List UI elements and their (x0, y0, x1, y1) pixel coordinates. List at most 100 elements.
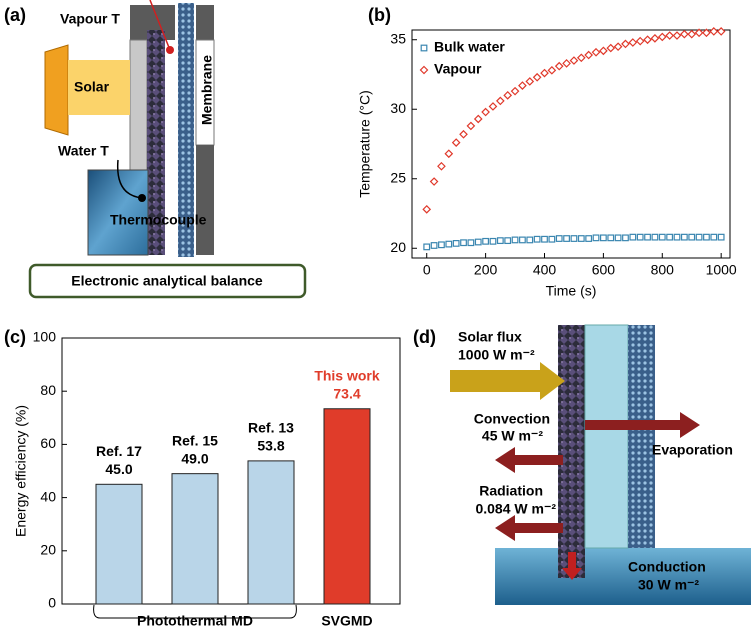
point (430, 242, 438, 249)
point (511, 236, 519, 244)
point (576, 53, 586, 63)
point (466, 121, 476, 131)
y-tick-label: 30 (390, 100, 406, 116)
point (635, 36, 645, 46)
point (680, 29, 689, 39)
membrane (178, 3, 194, 257)
y-tick-label: 20 (390, 239, 406, 255)
frame (196, 5, 214, 40)
point (554, 61, 564, 71)
x-tick-label: 600 (592, 262, 616, 278)
point (541, 235, 548, 243)
value-label: 49.0 (181, 450, 208, 466)
point (547, 65, 557, 75)
y-tick-label: 80 (40, 382, 56, 398)
legend-marker (420, 44, 428, 52)
point (525, 77, 535, 86)
arrow (495, 515, 563, 541)
point (562, 59, 571, 68)
point (429, 177, 439, 186)
point (422, 204, 432, 214)
category-label: Ref. 13 (248, 420, 294, 436)
point (651, 233, 659, 241)
point (488, 102, 498, 111)
point (658, 233, 666, 241)
absorber (558, 325, 585, 578)
point (445, 240, 453, 248)
point (503, 90, 513, 100)
point (644, 233, 651, 241)
point (614, 234, 622, 242)
label: Electronic analytical balance (71, 273, 263, 289)
point (710, 233, 718, 241)
legend-label: Vapour (434, 61, 482, 77)
point (474, 238, 482, 246)
point (438, 241, 445, 249)
point (585, 235, 593, 242)
label: Conduction (628, 559, 706, 575)
panel-label: (a) (4, 5, 26, 25)
point (657, 32, 667, 42)
y-tick-label: 35 (390, 30, 406, 46)
y-tick-label: 20 (40, 542, 56, 558)
point (688, 233, 696, 241)
point (717, 233, 725, 241)
category-label: This work (314, 367, 380, 383)
point (599, 234, 607, 242)
point (563, 235, 570, 242)
point (709, 27, 719, 36)
arrow (495, 447, 563, 473)
absorber (147, 30, 165, 255)
frame (196, 145, 214, 255)
point (570, 235, 578, 242)
y-tick-label: 25 (390, 169, 406, 185)
plot-frame (61, 337, 401, 605)
point (665, 31, 674, 40)
point (672, 31, 682, 40)
point (467, 239, 475, 247)
panel-label: (d) (413, 327, 436, 347)
point (680, 233, 688, 241)
point (569, 56, 579, 65)
legend-marker (419, 65, 429, 75)
sensor (166, 46, 174, 54)
y-tick-label: 60 (40, 435, 56, 451)
point (702, 28, 711, 38)
label: Solar (74, 79, 110, 95)
label: Solar flux (458, 329, 522, 345)
point (650, 33, 660, 43)
point (437, 161, 446, 171)
x-tick-label: 400 (533, 262, 557, 278)
point (526, 236, 534, 244)
group-label: SVGMD (321, 613, 372, 629)
point (504, 237, 512, 245)
beam (68, 60, 130, 115)
x-tick-label: 0 (423, 262, 431, 278)
plot-frame (411, 29, 731, 259)
point (452, 240, 460, 247)
x-tick-label: 200 (474, 262, 498, 278)
point (591, 47, 601, 57)
bar (323, 408, 371, 605)
sensor (138, 194, 146, 202)
label: Membrane (199, 55, 215, 125)
value-label: 73.4 (333, 385, 360, 401)
point (489, 237, 497, 245)
panel-d: (d) Solar flux 1000 W m⁻² Convection 45 … (413, 324, 751, 605)
point (532, 72, 542, 82)
point (606, 43, 616, 53)
point (629, 233, 637, 241)
value-label: 53.8 (257, 438, 284, 454)
point (695, 233, 703, 241)
label: Water T (58, 143, 109, 159)
point (518, 81, 527, 90)
label: 45 W m⁻² (482, 428, 543, 444)
point (673, 233, 681, 241)
point (451, 138, 461, 147)
point (548, 235, 556, 243)
point (473, 114, 483, 124)
wire (149, 0, 171, 51)
arrow (562, 552, 582, 580)
group-bracket (93, 604, 297, 619)
